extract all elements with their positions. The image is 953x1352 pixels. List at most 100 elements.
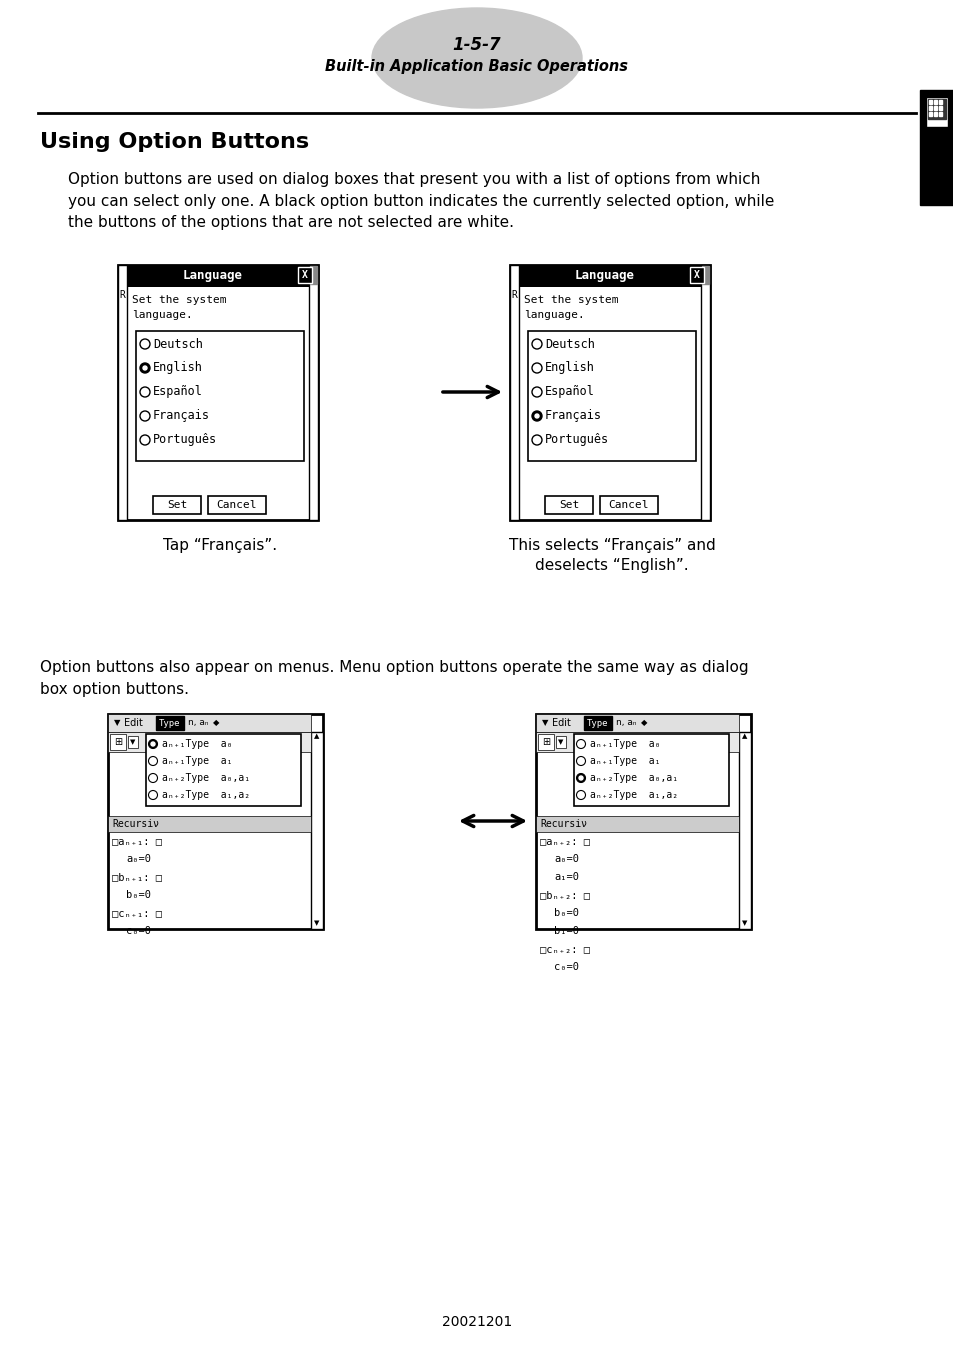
Circle shape [151,742,154,746]
Text: Built-in Application Basic Operations: Built-in Application Basic Operations [325,59,628,74]
Bar [938,100,941,104]
Bar [928,100,931,104]
Ellipse shape [372,8,581,108]
Text: □cₙ₊₂: □: □cₙ₊₂: □ [539,944,589,955]
Text: b₀=0: b₀=0 [554,909,578,918]
Text: Option buttons also appear on menus. Menu option buttons operate the same way as: Option buttons also appear on menus. Men… [40,660,748,696]
Bar [297,266,312,283]
Text: b₁=0: b₁=0 [554,926,578,936]
Bar [700,265,709,521]
Text: Using Option Buttons: Using Option Buttons [40,132,309,151]
Text: aₙ₊₁Type  a₀: aₙ₊₁Type a₀ [589,740,659,749]
Text: deselects “English”.: deselects “English”. [535,558,688,573]
Text: ⊞: ⊞ [541,737,550,748]
Bar [739,731,750,929]
Text: aₙ₊₁Type  a₀: aₙ₊₁Type a₀ [162,740,233,749]
Text: aₙ₊₂Type  a₁,a₂: aₙ₊₂Type a₁,a₂ [162,790,250,800]
Text: English: English [544,361,595,375]
Text: ◆: ◆ [213,718,219,727]
Bar [518,265,700,287]
Circle shape [576,757,585,765]
Circle shape [140,339,150,349]
Bar [928,105,931,110]
Text: Recursiν: Recursiν [112,819,159,829]
Text: Set: Set [558,500,578,510]
Text: Type: Type [587,718,608,727]
Bar [310,266,316,284]
Bar [510,265,709,521]
Text: ▼: ▼ [541,718,548,727]
Text: ▼: ▼ [314,919,319,926]
Bar [309,265,317,521]
Bar [136,331,304,461]
Bar [536,714,739,731]
Circle shape [149,740,157,749]
Text: b₀=0: b₀=0 [126,890,151,900]
Circle shape [578,776,582,780]
Circle shape [149,791,157,799]
Circle shape [576,791,585,799]
Bar [128,735,138,748]
Text: R: R [511,289,517,300]
Text: English: English [152,361,203,375]
Bar [933,112,936,116]
Circle shape [140,362,150,373]
Text: c₀=0: c₀=0 [554,963,578,972]
Text: Set the system: Set the system [523,295,618,306]
Text: Language: Language [183,269,243,283]
Text: Option buttons are used on dialog boxes that present you with a list of options : Option buttons are used on dialog boxes … [68,172,774,230]
Bar [536,817,739,831]
Text: Português: Português [544,434,608,446]
Text: ⊞: ⊞ [113,737,122,748]
Text: X: X [694,270,700,280]
Text: c₀=0: c₀=0 [126,926,151,936]
Text: Language: Language [575,269,635,283]
Text: Set the system: Set the system [132,295,226,306]
Text: 20021201: 20021201 [441,1315,512,1329]
Text: Type: Type [159,718,180,727]
Text: Recursiν: Recursiν [539,819,586,829]
Text: This selects “Français” and: This selects “Français” and [508,538,715,553]
Bar [556,735,565,748]
Circle shape [576,740,585,749]
Bar [574,734,728,806]
Bar [933,100,936,104]
Text: □cₙ₊₁: □: □cₙ₊₁: □ [112,909,162,918]
Bar [927,99,945,119]
Circle shape [576,773,585,783]
Circle shape [140,387,150,397]
Bar [108,714,311,731]
Bar [156,717,184,730]
Text: aₙ₊₂Type  a₁,a₂: aₙ₊₂Type a₁,a₂ [589,790,678,800]
Text: a₀=0: a₀=0 [554,854,578,864]
Text: Español: Español [152,385,203,399]
Text: Tap “Français”.: Tap “Français”. [163,538,276,553]
Circle shape [532,362,541,373]
Bar [118,265,317,521]
Circle shape [532,411,541,420]
Text: language.: language. [132,310,193,320]
Bar [701,266,708,284]
Bar [544,496,593,514]
Text: aₙ₊₂Type  a₀,a₁: aₙ₊₂Type a₀,a₁ [589,773,678,783]
Text: aₙ₊₁Type  a₁: aₙ₊₁Type a₁ [162,756,233,767]
Text: Français: Français [544,410,601,422]
Text: ▲: ▲ [741,733,747,740]
Circle shape [143,366,147,370]
Text: aₙ₊₂Type  a₀,a₁: aₙ₊₂Type a₀,a₁ [162,773,250,783]
Circle shape [532,339,541,349]
Text: ▼: ▼ [131,740,135,745]
Bar [110,734,126,750]
Bar [928,112,931,116]
Bar [208,496,266,514]
Text: □bₙ₊₁: □: □bₙ₊₁: □ [112,872,162,882]
Text: n, aₙ: n, aₙ [616,718,636,727]
Text: Cancel: Cancel [608,500,649,510]
Text: ◆: ◆ [640,718,647,727]
Text: □aₙ₊₂: □: □aₙ₊₂: □ [539,836,589,846]
Text: 1-5-7: 1-5-7 [453,37,500,54]
Bar [919,91,953,206]
Bar [537,734,554,750]
Bar [933,105,936,110]
Text: ▼: ▼ [113,718,120,727]
